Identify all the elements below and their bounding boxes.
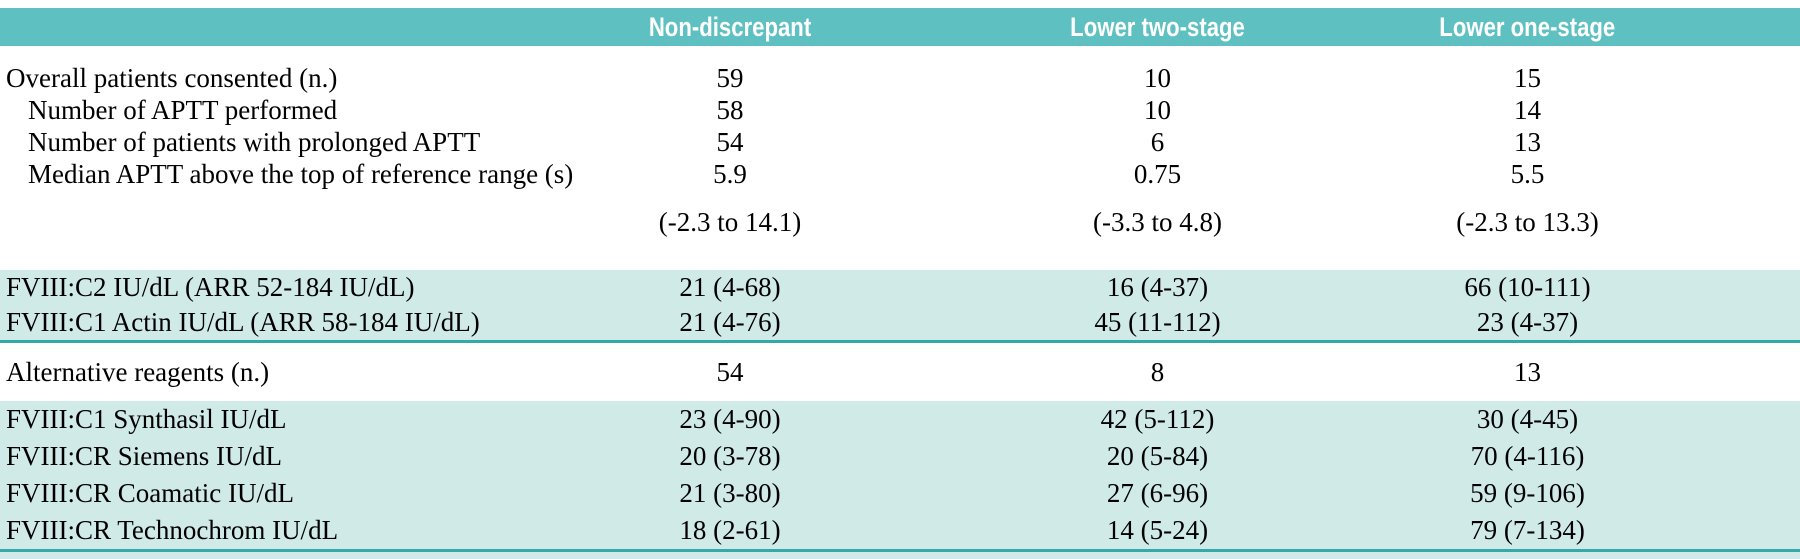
cell-lower-one-stage: 15	[1514, 62, 1541, 93]
cell-lower-one-stage: 13	[1514, 126, 1541, 157]
cell-lower-one-stage: 59 (9-106)	[1470, 478, 1585, 508]
cell-lower-one-stage: 13	[1514, 356, 1541, 387]
row-fviii-c1-actin: FVIII:C1 Actin IU/dL (ARR 58-184 IU/dL) …	[0, 305, 1800, 340]
cell-lower-two-stage: 20 (5-84)	[1106, 441, 1209, 471]
column-header-label: Non-discrepant	[648, 11, 812, 42]
table-header-row: Non-discrepant Lower two-stage Lower one…	[0, 8, 1800, 46]
row-label: Number of patients with prolonged APTT	[28, 126, 481, 157]
row-label: FVIII:CR Coamatic IU/dL	[6, 478, 294, 508]
column-header-non-discrepant: Non-discrepant	[520, 12, 940, 43]
cell-lower-two-stage: 10	[1144, 94, 1171, 125]
cell-lower-two-stage: 42 (5-112)	[1100, 404, 1215, 434]
row-label: FVIII:CR Technochrom IU/dL	[6, 515, 339, 545]
cell-non-discrepant: 58	[716, 94, 744, 125]
cell-lower-one-stage: 30 (4-45)	[1476, 404, 1579, 434]
cell-lower-one-stage: 5.5	[1510, 158, 1545, 189]
cell-lower-one-stage: 79 (7-134)	[1470, 515, 1585, 545]
horizontal-rule-bottom	[0, 549, 1800, 552]
row-fviii-cr-siemens: FVIII:CR Siemens IU/dL 20 (3-78) 20 (5-8…	[0, 438, 1800, 475]
row-label: Median APTT above the top of reference r…	[28, 158, 574, 189]
cell-lower-two-stage: 0.75	[1133, 158, 1182, 189]
row-overall-patients: Overall patients consented (n.) 59 10 15	[0, 62, 1800, 94]
spacer	[0, 190, 1800, 205]
row-label: FVIII:C1 Synthasil IU/dL	[6, 404, 287, 434]
cell-non-discrepant: 20 (3-78)	[679, 441, 781, 471]
column-header-label: Lower two-stage	[1070, 11, 1245, 42]
column-header-lower-two-stage: Lower two-stage	[940, 12, 1375, 43]
spacer	[0, 239, 1800, 270]
row-label: Alternative reagents (n.)	[6, 356, 270, 387]
cell-lower-two-stage: 45 (11-112)	[1094, 307, 1221, 337]
cell-non-discrepant: 21 (4-68)	[679, 272, 781, 302]
cell-non-discrepant: 54	[716, 126, 744, 157]
cell-non-discrepant: 23 (4-90)	[679, 404, 781, 434]
row-aptt-performed: Number of APTT performed 58 10 14	[0, 94, 1800, 126]
row-label: Overall patients consented (n.)	[6, 62, 338, 93]
horizontal-rule	[0, 340, 1800, 343]
row-fviii-cr-technochrom: FVIII:CR Technochrom IU/dL 18 (2-61) 14 …	[0, 512, 1800, 549]
cell-non-discrepant: (-2.3 to 14.1)	[658, 206, 802, 237]
cell-lower-two-stage: 10	[1144, 62, 1171, 93]
row-fviii-c1-synthasil: FVIII:C1 Synthasil IU/dL 23 (4-90) 42 (5…	[0, 401, 1800, 438]
column-header-lower-one-stage: Lower one-stage	[1375, 12, 1680, 43]
cell-lower-two-stage: (-3.3 to 4.8)	[1093, 206, 1222, 237]
cell-non-discrepant: 21 (3-80)	[679, 478, 781, 508]
row-label: FVIII:C1 Actin IU/dL (ARR 58-184 IU/dL)	[6, 307, 480, 337]
cell-non-discrepant: 59	[716, 62, 744, 93]
cell-lower-two-stage: 16 (4-37)	[1106, 272, 1209, 302]
cell-lower-one-stage: 23 (4-37)	[1476, 307, 1579, 337]
table-footer-strip	[0, 552, 1800, 559]
row-fviii-c2: FVIII:C2 IU/dL (ARR 52-184 IU/dL) 21 (4-…	[0, 270, 1800, 305]
cell-lower-two-stage: 14 (5-24)	[1106, 515, 1209, 545]
row-label: Number of APTT performed	[28, 94, 338, 125]
spacer	[0, 46, 1800, 62]
cell-non-discrepant: 21 (4-76)	[679, 307, 781, 337]
row-prolonged-aptt: Number of patients with prolonged APTT 5…	[0, 126, 1800, 158]
cell-lower-one-stage: 14	[1514, 94, 1541, 125]
cell-lower-one-stage: 70 (4-116)	[1470, 441, 1585, 471]
cell-lower-one-stage: 66 (10-111)	[1464, 272, 1591, 302]
row-alternative-reagents: Alternative reagents (n.) 54 8 13	[0, 343, 1800, 401]
row-label: FVIII:CR Siemens IU/dL	[6, 441, 282, 471]
row-median-aptt-range: (-2.3 to 14.1) (-3.3 to 4.8) (-2.3 to 13…	[0, 205, 1800, 239]
row-median-aptt: Median APTT above the top of reference r…	[0, 158, 1800, 190]
cell-non-discrepant: 54	[716, 356, 744, 387]
cell-lower-two-stage: 6	[1150, 126, 1165, 157]
cell-lower-one-stage: (-2.3 to 13.3)	[1456, 206, 1599, 237]
row-label: FVIII:C2 IU/dL (ARR 52-184 IU/dL)	[6, 272, 415, 302]
column-header-label: Lower one-stage	[1439, 11, 1616, 42]
row-fviii-cr-coamatic: FVIII:CR Coamatic IU/dL 21 (3-80) 27 (6-…	[0, 475, 1800, 512]
cell-non-discrepant: 18 (2-61)	[679, 515, 781, 545]
cell-lower-two-stage: 8	[1150, 356, 1165, 387]
cell-non-discrepant: 5.9	[713, 158, 747, 189]
cell-lower-two-stage: 27 (6-96)	[1106, 478, 1209, 508]
